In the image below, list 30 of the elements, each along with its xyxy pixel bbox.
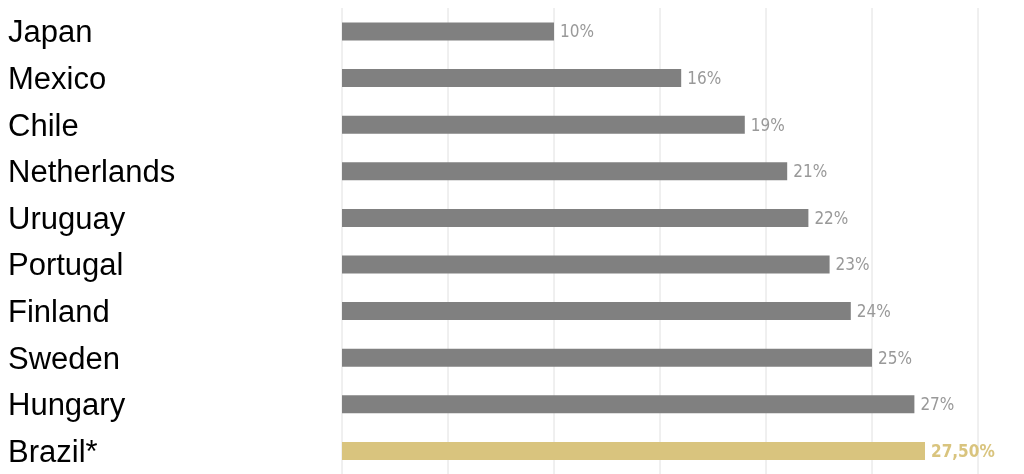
y-tick-label: Uruguay	[8, 200, 126, 236]
bar	[342, 348, 872, 367]
bar	[342, 395, 915, 414]
y-tick-label: Hungary	[8, 387, 126, 423]
data-label: 24%	[856, 301, 891, 322]
y-tick-label: Portugal	[8, 247, 124, 283]
data-label: 10%	[560, 21, 594, 42]
data-label: 27,50%	[931, 440, 995, 461]
data-label: 25%	[878, 347, 912, 368]
data-label: 23%	[835, 254, 870, 275]
y-tick-label: Finland	[8, 293, 110, 329]
data-label: 27%	[920, 394, 955, 415]
y-tick-label: Japan	[8, 14, 93, 50]
bar	[342, 302, 851, 321]
data-label: 16%	[687, 68, 722, 89]
data-label: 22%	[814, 207, 849, 228]
bar	[342, 22, 554, 41]
y-tick-label: Mexico	[8, 60, 107, 96]
bar	[342, 69, 682, 88]
data-label: 19%	[750, 114, 785, 135]
y-tick-label: Brazil*	[8, 433, 98, 469]
data-label: 21%	[793, 161, 828, 182]
bar	[342, 255, 830, 274]
bar	[342, 162, 788, 181]
y-tick-label: Chile	[8, 107, 79, 143]
bar	[342, 441, 925, 460]
y-tick-label: Netherlands	[8, 154, 176, 190]
y-tick-label: Sweden	[8, 340, 121, 376]
bar	[342, 208, 809, 227]
bar	[342, 115, 745, 134]
